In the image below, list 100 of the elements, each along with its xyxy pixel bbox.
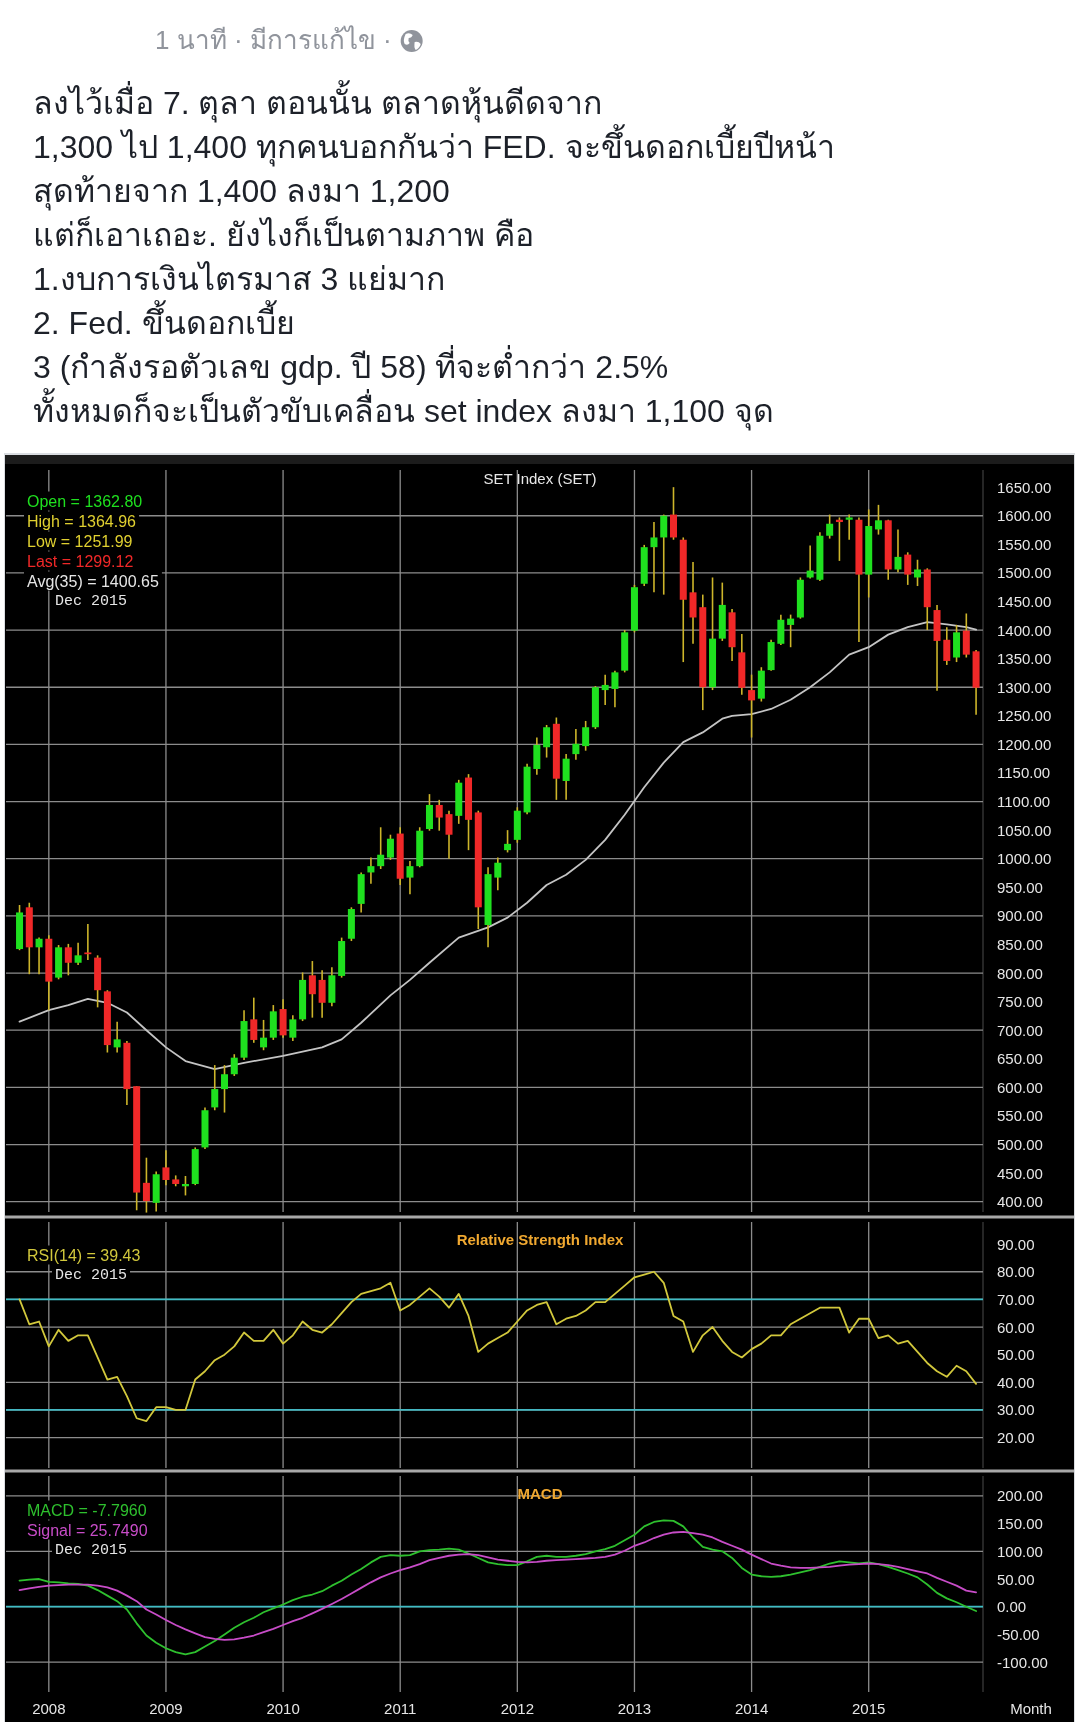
y-tick-label: 1400.00 [997, 621, 1052, 639]
annotation: Open = 1362.80 [27, 492, 143, 510]
candlestick [435, 799, 443, 832]
annotation: Dec 2015 [55, 1541, 128, 1559]
text: 3 (กำลังรอตัวเลข gdp. ปี 58) ที่จะต่ำกว่า 2.5% [33, 345, 669, 385]
candlestick [367, 856, 375, 885]
x-tick-label: 2013 [617, 1699, 652, 1717]
candlestick [582, 720, 590, 752]
candlestick [260, 1019, 268, 1052]
y-tick-label: 850.00 [997, 935, 1043, 953]
y-tick-label: 950.00 [997, 878, 1043, 896]
y-tick-label: 450.00 [997, 1164, 1043, 1182]
y-tick-label: 400.00 [997, 1193, 1043, 1211]
text: Relative Strength Index [456, 1231, 624, 1248]
y-tick-label: 600.00 [997, 1078, 1043, 1096]
candlestick [84, 923, 92, 961]
candlestick [845, 513, 853, 541]
candlestick [250, 996, 258, 1044]
candlestick [35, 936, 43, 975]
y-tick-label: 1600.00 [997, 507, 1052, 525]
x-tick-label: 2009 [149, 1699, 183, 1717]
y-tick-label: 70.00 [997, 1290, 1035, 1308]
y-tick-label: 20.00 [997, 1429, 1035, 1447]
y-tick-label: 30.00 [997, 1401, 1035, 1419]
candlestick [494, 856, 502, 891]
candlestick [113, 1020, 121, 1054]
candlestick [787, 613, 795, 649]
y-tick-label: -100.00 [997, 1653, 1048, 1671]
candlestick [660, 513, 668, 596]
candlestick [445, 809, 453, 860]
y-tick-label: 1500.00 [997, 564, 1052, 582]
candlestick [64, 943, 72, 977]
candlestick [289, 1014, 297, 1042]
y-tick-label: 1150.00 [997, 764, 1051, 782]
candlestick [874, 504, 882, 536]
annotation: Signal = 25.7490 [27, 1521, 148, 1539]
candlestick [650, 521, 658, 594]
x-tick-label: 2011 [384, 1699, 417, 1717]
annotation: High = 1364.96 [27, 512, 137, 530]
y-tick-label: 1650.00 [997, 478, 1052, 496]
y-tick-label: 750.00 [997, 993, 1043, 1011]
y-tick-label: 1300.00 [997, 678, 1052, 696]
candlestick [211, 1064, 219, 1112]
candlestick [943, 626, 951, 666]
line-series [18, 1519, 977, 1656]
candlestick [914, 558, 922, 587]
candlestick [386, 833, 394, 861]
y-tick-label: 200.00 [997, 1487, 1043, 1505]
y-tick-label: 550.00 [997, 1107, 1043, 1125]
candlestick [826, 513, 834, 540]
candlestick [601, 673, 609, 706]
candlestick [142, 1156, 150, 1214]
annotation: Low = 1251.99 [27, 532, 133, 550]
y-tick-label: 900.00 [997, 907, 1043, 925]
y-tick-label: 800.00 [997, 964, 1043, 982]
annotation: Last = 1299.12 [27, 552, 134, 570]
y-tick-label: 1200.00 [997, 735, 1052, 753]
text: MACD [517, 1485, 563, 1502]
y-tick-label: 100.00 [997, 1542, 1043, 1560]
chart-title: SET Index (SET) [483, 470, 597, 487]
y-tick-label: 500.00 [997, 1136, 1043, 1154]
text: สุดท้ายจาก 1,400 ลงมา 1,200 [33, 173, 450, 211]
y-tick-label: 150.00 [997, 1515, 1043, 1533]
y-tick-label: 700.00 [997, 1021, 1043, 1039]
x-tick-label: 2010 [266, 1699, 300, 1717]
line-series [18, 1270, 977, 1422]
candlestick [230, 1053, 238, 1077]
x-tick-label: 2012 [500, 1699, 535, 1717]
x-tick-label: 2014 [734, 1699, 769, 1717]
x-tick-label: 2008 [32, 1699, 66, 1717]
y-tick-label: 60.00 [997, 1318, 1035, 1336]
annotation: Dec 2015 [55, 1266, 128, 1284]
candlestick [377, 826, 385, 870]
y-tick-label: 0.00 [997, 1598, 1027, 1616]
text: แต่ก็เอาเถอะ. ยังไงก็เป็นตามภาพ คือ [33, 216, 534, 253]
candlestick [308, 960, 316, 1019]
text: ทั้งหมดก็จะเป็นตัวขับเคลื่อน set index ลงมา 1,100 จุด [33, 388, 774, 431]
candlestick [562, 753, 570, 801]
candlestick [572, 728, 580, 761]
x-axis-title: Month [1010, 1699, 1052, 1717]
candlestick [406, 860, 414, 895]
candlestick [611, 669, 619, 709]
y-tick-label: 1550.00 [997, 535, 1052, 553]
y-tick-label: 40.00 [997, 1373, 1035, 1391]
y-tick-label: 1350.00 [997, 650, 1052, 668]
y-tick-label: 1250.00 [997, 707, 1052, 725]
line-series [18, 621, 977, 1070]
annotation: Avg(35) = 1400.65 [27, 572, 159, 590]
y-tick-label: 1050.00 [997, 821, 1052, 839]
candlestick [543, 724, 551, 759]
y-tick-label: 50.00 [997, 1570, 1035, 1588]
text: ลงไว้เมื่อ 7. ตุลา ตอนนั้น ตลาดหุ้นดีดจาก [33, 80, 603, 123]
annotation: MACD = -7.7960 [27, 1501, 147, 1519]
text: 2. Fed. ขึ้นดอกเบี้ย [33, 300, 295, 341]
candlestick [670, 486, 677, 541]
candlestick [504, 829, 512, 854]
annotation: Dec 2015 [55, 592, 128, 610]
y-tick-label: 90.00 [997, 1235, 1035, 1253]
candlestick [318, 969, 326, 1019]
candlestick [748, 673, 756, 739]
